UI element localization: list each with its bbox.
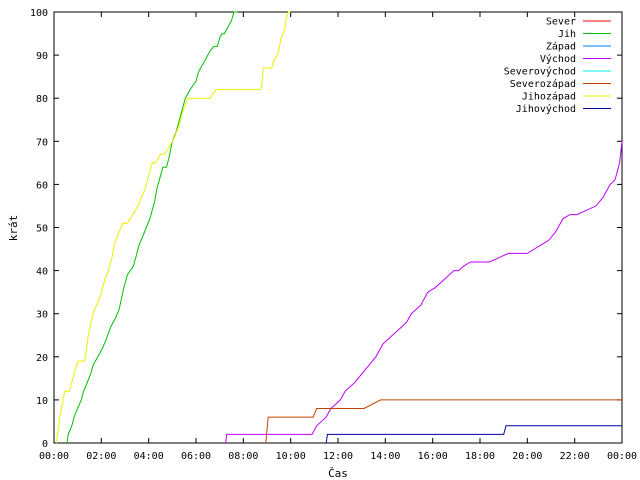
x-tick-label: 00:00	[39, 451, 69, 462]
y-tick-label: 70	[36, 137, 48, 148]
y-tick-label: 30	[36, 310, 48, 321]
x-tick-label: 10:00	[276, 451, 306, 462]
y-tick-label: 60	[36, 180, 48, 191]
y-tick-label: 40	[36, 267, 48, 278]
series-line-1	[66, 11, 238, 444]
y-axis-label: krát	[7, 215, 20, 242]
x-axis-ticks: 00:00 02:00 04:00 06:00 08:00 10:00 12:00 14:00…	[39, 12, 637, 462]
legend-label: Jihovýchod	[516, 103, 576, 115]
legend-label: Severozápad	[510, 78, 576, 90]
y-tick-label: 100	[30, 8, 48, 19]
series-line-7	[325, 425, 622, 444]
legend-label: Severovýchod	[504, 66, 576, 78]
x-tick-label: 04:00	[134, 451, 164, 462]
legend-label: Východ	[540, 53, 576, 65]
x-tick-label: 06:00	[181, 451, 211, 462]
legend-label: Jihozápad	[522, 91, 576, 103]
x-tick-label: 12:00	[323, 451, 353, 462]
series-lines	[55, 11, 623, 444]
y-axis-ticks: 0 10 20 30 40 50 60 70 80 90 100	[30, 8, 622, 450]
y-tick-label: 20	[36, 353, 48, 364]
legend-label: Jih	[558, 29, 576, 40]
series-line-5	[265, 399, 622, 444]
x-tick-label: 18:00	[465, 451, 495, 462]
y-tick-label: 90	[36, 51, 48, 62]
x-tick-label: 22:00	[560, 451, 590, 462]
y-tick-label: 80	[36, 94, 48, 105]
x-tick-label: 16:00	[418, 451, 448, 462]
x-tick-label: 20:00	[512, 451, 542, 462]
series-line-3	[225, 141, 623, 444]
series-line-6	[55, 11, 291, 444]
y-tick-label: 10	[36, 396, 48, 407]
x-axis-label: Čas	[328, 467, 348, 480]
legend: SeverJihZápadVýchodSeverovýchodSeverozáp…	[504, 17, 611, 115]
legend-label: Západ	[546, 41, 576, 53]
x-tick-label: 08:00	[228, 451, 258, 462]
x-tick-label: 00:00	[607, 451, 637, 462]
y-tick-label: 0	[42, 439, 48, 450]
x-tick-label: 14:00	[370, 451, 400, 462]
x-tick-label: 02:00	[86, 451, 116, 462]
y-tick-label: 50	[36, 224, 48, 235]
legend-label: Sever	[546, 17, 576, 28]
